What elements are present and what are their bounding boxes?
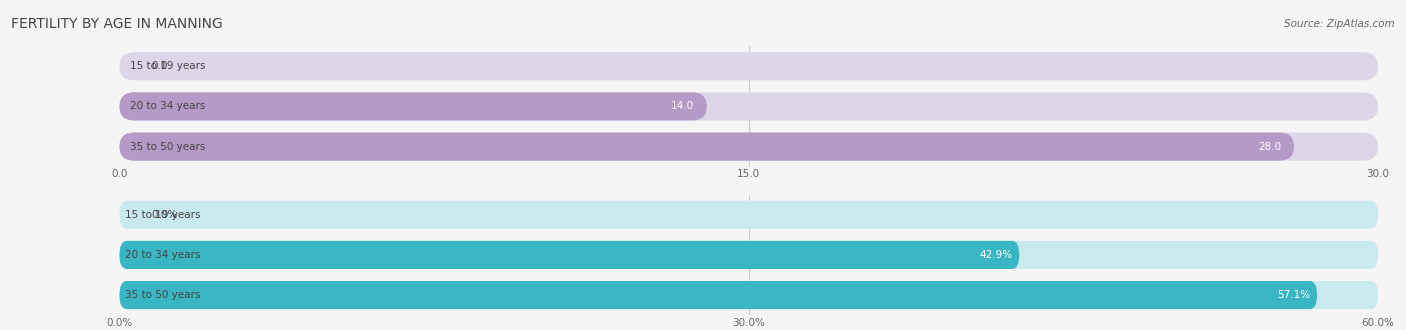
Text: 42.9%: 42.9% (980, 250, 1012, 260)
FancyBboxPatch shape (120, 92, 707, 120)
FancyBboxPatch shape (120, 92, 1378, 120)
Text: 15 to 19 years: 15 to 19 years (129, 61, 205, 71)
FancyBboxPatch shape (120, 201, 1378, 229)
Text: 20 to 34 years: 20 to 34 years (125, 250, 200, 260)
FancyBboxPatch shape (120, 133, 1378, 161)
Text: 0.0%: 0.0% (150, 210, 177, 220)
Text: 14.0: 14.0 (671, 101, 695, 112)
Text: 35 to 50 years: 35 to 50 years (129, 142, 205, 151)
Text: 35 to 50 years: 35 to 50 years (125, 290, 200, 300)
Text: 0.0: 0.0 (150, 61, 167, 71)
Text: 28.0: 28.0 (1258, 142, 1281, 151)
Text: Source: ZipAtlas.com: Source: ZipAtlas.com (1284, 18, 1395, 29)
Text: 15 to 19 years: 15 to 19 years (125, 210, 200, 220)
Text: 20 to 34 years: 20 to 34 years (129, 101, 205, 112)
FancyBboxPatch shape (120, 133, 1294, 161)
Text: 57.1%: 57.1% (1278, 290, 1310, 300)
FancyBboxPatch shape (120, 52, 1378, 80)
Text: FERTILITY BY AGE IN MANNING: FERTILITY BY AGE IN MANNING (11, 16, 224, 31)
FancyBboxPatch shape (120, 241, 1378, 269)
FancyBboxPatch shape (120, 281, 1317, 309)
FancyBboxPatch shape (120, 281, 1378, 309)
FancyBboxPatch shape (120, 241, 1019, 269)
